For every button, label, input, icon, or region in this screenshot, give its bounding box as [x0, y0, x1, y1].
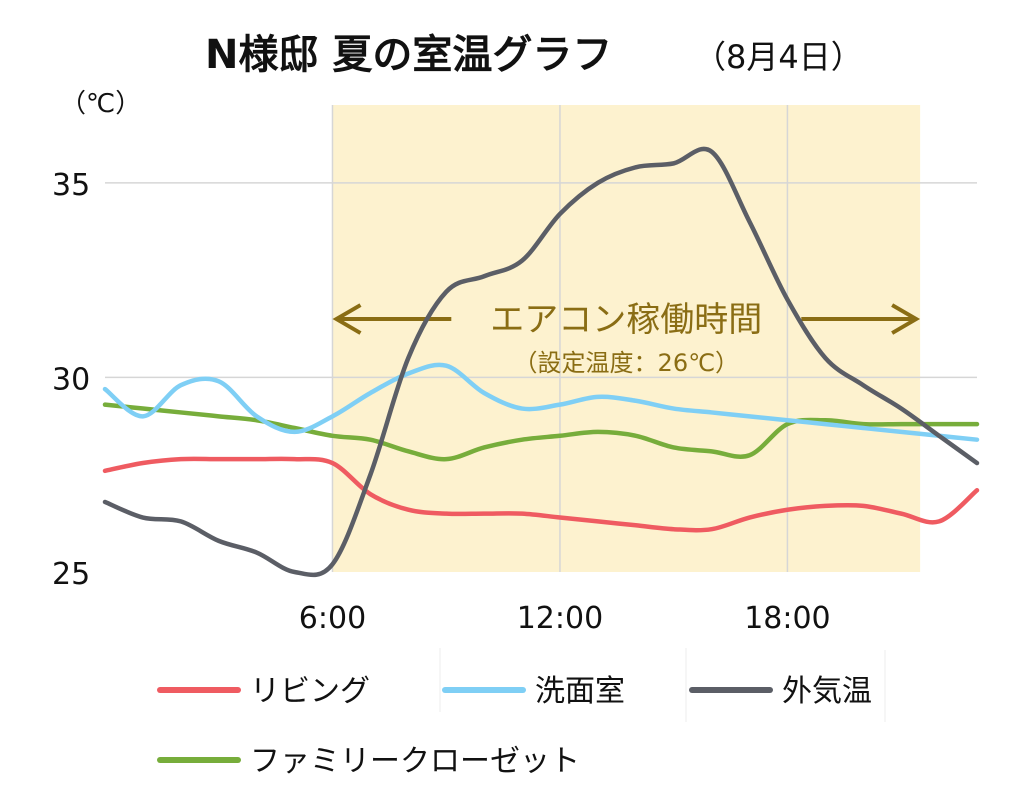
series-line-3: [102, 402, 980, 462]
series-line-1: [102, 362, 980, 442]
legend-label: 洗面室: [535, 674, 625, 709]
x-tick-label: 18:00: [744, 601, 830, 636]
series-line-0: [102, 456, 980, 533]
legend-item: 外気温: [689, 674, 872, 709]
grid-lines: [105, 105, 977, 572]
aircon-label: エアコン稼働時間: [490, 300, 762, 340]
legend-item: ファミリークローゼット: [157, 744, 580, 779]
aircon-setting-label: （設定温度：26℃）: [514, 349, 740, 377]
x-tick-label: 6:00: [299, 601, 366, 636]
y-tick-label: 35: [52, 168, 90, 203]
arrow-left-head: [332, 303, 362, 335]
legend-label: ファミリークローゼット: [250, 744, 580, 779]
y-tick-label: 25: [52, 557, 90, 592]
x-ticks: 6:00 12:00 18:00: [299, 601, 831, 636]
x-tick-label: 12:00: [517, 601, 603, 636]
chart-title: N様邸 夏の室温グラフ: [205, 32, 612, 78]
legend-label: リビング: [250, 674, 370, 709]
y-ticks: 25 30 35: [52, 168, 90, 592]
legend-item: 洗面室: [442, 674, 625, 709]
aircon-arrows: [332, 303, 921, 335]
series-group: [102, 146, 980, 578]
legend-label: 外気温: [782, 674, 872, 709]
arrow-right-head: [891, 303, 921, 335]
chart-subtitle: （8月4日）: [694, 38, 863, 76]
series-line-2: [102, 146, 980, 578]
aircon-annotation: エアコン稼働時間 （設定温度：26℃）: [332, 300, 921, 377]
y-axis-unit: （℃）: [60, 89, 141, 119]
legend-item: リビング: [157, 674, 370, 709]
y-tick-label: 30: [52, 362, 90, 397]
